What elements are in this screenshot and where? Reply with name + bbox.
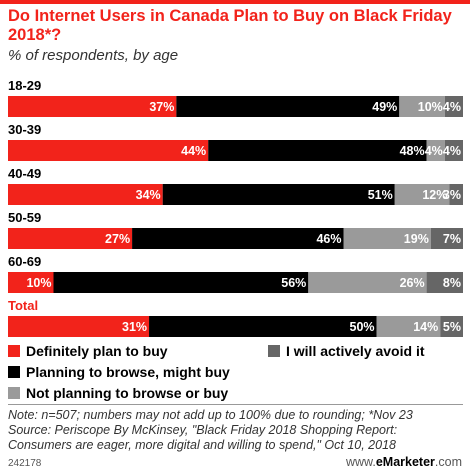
category-label: 50-59: [8, 210, 41, 225]
bar-segment: [394, 184, 450, 205]
bar-segment: [53, 272, 309, 293]
data-label: 10%: [418, 100, 443, 114]
data-label: 56%: [281, 276, 306, 290]
legend-label: Not planning to browse or buy: [26, 385, 229, 401]
bar-segment: [426, 272, 463, 293]
bar-segment: [440, 316, 463, 337]
legend: Definitely plan to buy I will actively a…: [8, 343, 468, 405]
legend-item-definitely: Definitely plan to buy: [8, 343, 168, 359]
bar-segment: [149, 316, 377, 337]
source-text: Source: Periscope By McKinsey, "Black Fr…: [8, 423, 398, 452]
data-label: 7%: [443, 232, 461, 246]
category-label: 18-29: [8, 78, 41, 93]
bar-segment: [444, 96, 463, 117]
bar-segment: [399, 96, 445, 117]
chart-title: Do Internet Users in Canada Plan to Buy …: [8, 7, 452, 44]
data-label: 3%: [443, 188, 461, 202]
legend-swatch: [8, 387, 20, 399]
bar-segment: [430, 228, 463, 249]
bar-segment: [162, 184, 395, 205]
data-label: 4%: [443, 144, 461, 158]
data-label: 51%: [368, 188, 393, 202]
bar-segment: [208, 140, 427, 161]
bar-segment: [8, 184, 163, 205]
data-label: 12%: [422, 188, 447, 202]
data-label: 8%: [443, 276, 461, 290]
data-label: 4%: [425, 144, 443, 158]
bar-segment: [343, 228, 431, 249]
category-label: 30-39: [8, 122, 41, 137]
bar-segment: [308, 272, 427, 293]
data-label: 46%: [316, 232, 341, 246]
data-label: 26%: [400, 276, 425, 290]
data-label: 31%: [122, 320, 147, 334]
bar-segment: [444, 140, 463, 161]
legend-item-browse: Planning to browse, might buy: [8, 364, 230, 380]
data-label: 34%: [136, 188, 161, 202]
category-label: 40-49: [8, 166, 41, 181]
bar-segment: [8, 316, 150, 337]
bar-segment: [449, 184, 463, 205]
bar-segment: [426, 140, 445, 161]
legend-label: Planning to browse, might buy: [26, 364, 230, 380]
site-suffix: .com: [434, 455, 462, 469]
bar-segment: [8, 96, 177, 117]
top-accent-bar: [0, 0, 470, 4]
data-label: 50%: [350, 320, 375, 334]
data-label: 5%: [443, 320, 461, 334]
legend-swatch: [268, 345, 280, 357]
bar-segment: [132, 228, 344, 249]
data-label: 44%: [181, 144, 206, 158]
data-label: 4%: [443, 100, 461, 114]
legend-label: Definitely plan to buy: [26, 343, 168, 359]
note-text: Note: n=507; numbers may not add up to 1…: [8, 408, 413, 422]
category-label: Total: [8, 298, 38, 313]
legend-item-not-planning: Not planning to browse or buy: [8, 385, 228, 401]
data-label: 14%: [413, 320, 438, 334]
bar-segment: [376, 316, 441, 337]
data-label: 49%: [372, 100, 397, 114]
data-label: 48%: [400, 144, 425, 158]
data-label: 10%: [26, 276, 51, 290]
category-label: 60-69: [8, 254, 41, 269]
bar-segment: [8, 140, 209, 161]
site-brand: eMarketer: [375, 455, 435, 469]
legend-swatch: [8, 345, 20, 357]
chart-id: 242178: [8, 458, 42, 469]
data-label: 37%: [149, 100, 174, 114]
chart-subtitle: % of respondents, by age: [8, 47, 179, 64]
legend-item-avoid: I will actively avoid it: [268, 343, 425, 359]
data-label: 19%: [404, 232, 429, 246]
legend-swatch: [8, 366, 20, 378]
bar-segment: [176, 96, 400, 117]
notes: Note: n=507; numbers may not add up to 1…: [8, 408, 463, 453]
data-label: 27%: [105, 232, 130, 246]
site-prefix: www.: [345, 455, 376, 469]
bar-segment: [8, 228, 133, 249]
bar-segment: [8, 272, 54, 293]
emarketer-link[interactable]: www.eMarketer.com: [346, 455, 462, 469]
footer-divider: [8, 404, 463, 405]
legend-label: I will actively avoid it: [286, 343, 425, 359]
